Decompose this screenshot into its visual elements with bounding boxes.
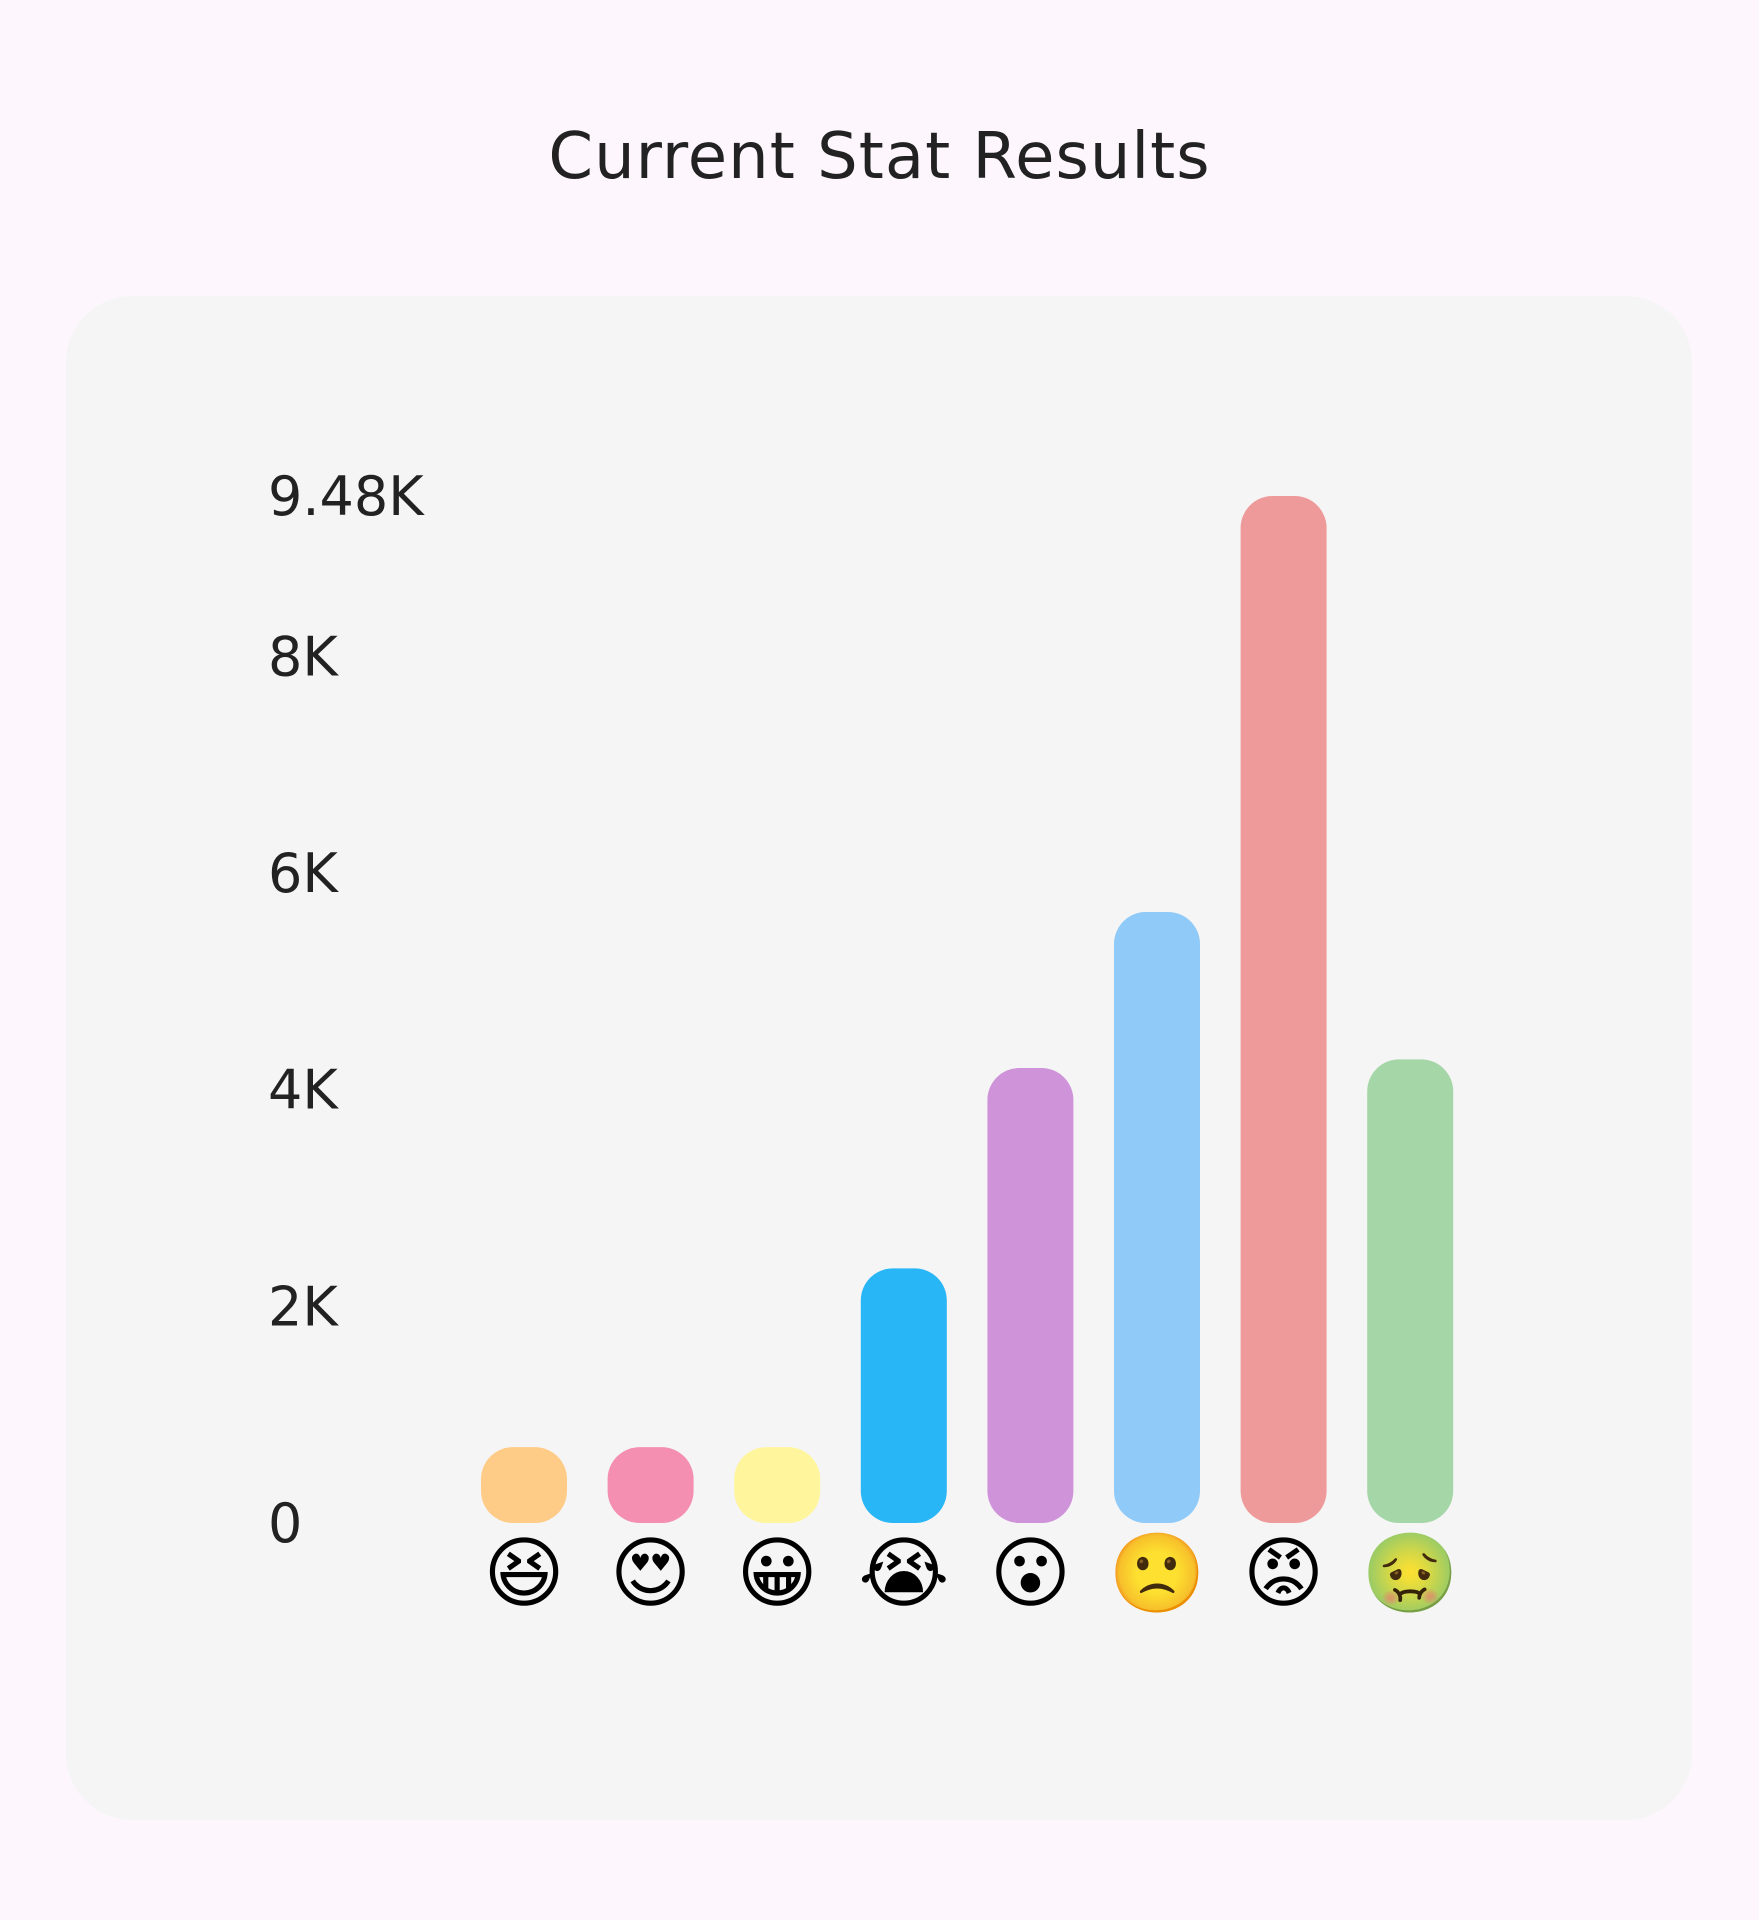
surprised-face-icon: 😮 bbox=[990, 1529, 1071, 1619]
sick-face-icon: 🤢 bbox=[1362, 1529, 1459, 1619]
bar-heart-eyes bbox=[607, 1447, 694, 1523]
grinning-face-icon: 😀 bbox=[737, 1529, 818, 1619]
y-axis-ticks: 0 2K 4K 6K 8K 9.48K bbox=[268, 465, 425, 1555]
bars bbox=[481, 496, 1454, 1523]
bar-grinning bbox=[734, 1447, 821, 1523]
category-icons: 😆 😍 😀 😭 😮 🙁 😡 🤢 bbox=[483, 1529, 1458, 1619]
y-tick-label: 9.48K bbox=[268, 465, 425, 528]
y-tick-label: 8K bbox=[268, 625, 339, 688]
chart-card bbox=[66, 296, 1692, 1820]
crying-face-icon: 😭 bbox=[858, 1529, 949, 1619]
angry-face-icon: 😡 bbox=[1243, 1529, 1324, 1619]
bar-laughing-crying bbox=[481, 1447, 567, 1523]
bar-angry bbox=[1240, 496, 1327, 1523]
bar-surprised bbox=[987, 1068, 1074, 1523]
heart-eyes-face-icon: 😍 bbox=[610, 1529, 691, 1619]
chart-title: Current Stat Results bbox=[548, 120, 1211, 194]
y-tick-label: 6K bbox=[268, 842, 339, 905]
bar-sad bbox=[1114, 912, 1200, 1523]
laughing-crying-face-icon: 😆 bbox=[483, 1529, 564, 1619]
bar-crying bbox=[860, 1268, 947, 1523]
y-tick-label: 0 bbox=[268, 1492, 302, 1555]
y-tick-label: 2K bbox=[268, 1275, 339, 1338]
bar-sick bbox=[1367, 1059, 1454, 1523]
y-tick-label: 4K bbox=[268, 1059, 339, 1122]
sad-face-icon: 🙁 bbox=[1108, 1529, 1205, 1619]
